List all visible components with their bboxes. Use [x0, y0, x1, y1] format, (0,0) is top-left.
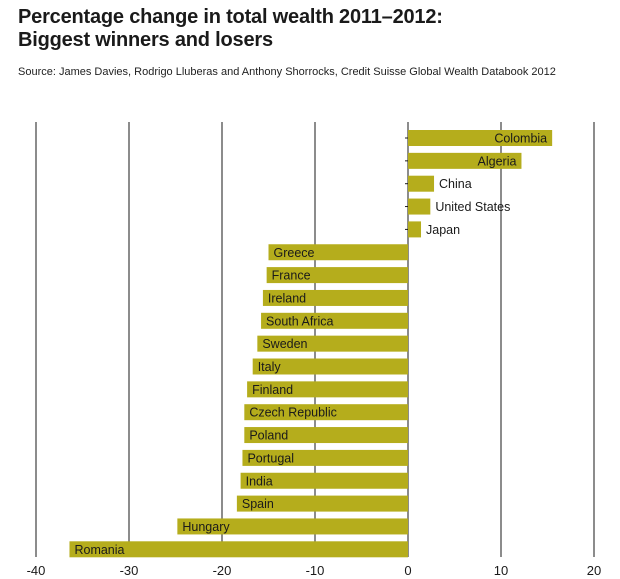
- bar: [266, 267, 408, 284]
- bar-label: Ireland: [268, 291, 306, 305]
- bar: [177, 518, 408, 535]
- chart-title-line-2: Biggest winners and losers: [18, 29, 273, 51]
- bar: [408, 152, 522, 169]
- bar: [408, 175, 435, 192]
- x-tick-label: 20: [587, 563, 601, 578]
- x-tick-label: -20: [213, 563, 232, 578]
- bars: [69, 130, 553, 558]
- bar-label: China: [439, 177, 472, 191]
- bar-label: Portugal: [247, 451, 294, 465]
- bar: [252, 358, 408, 375]
- bar: [240, 472, 408, 489]
- bar-label: South Africa: [266, 314, 333, 328]
- bar-label: Italy: [258, 360, 282, 374]
- bar-label: Colombia: [494, 132, 547, 146]
- bar: [244, 427, 408, 444]
- bar: [257, 335, 408, 352]
- x-axis-ticks: -40 -30 -20 -10 0 10 20: [27, 563, 602, 578]
- x-tick-label: 10: [494, 563, 508, 578]
- bar-label: Czech Republic: [249, 406, 337, 420]
- bar-label: France: [272, 269, 311, 283]
- bar: [236, 495, 408, 512]
- bar: [261, 312, 408, 329]
- bar-label: Finland: [252, 383, 293, 397]
- bar-label: Greece: [274, 246, 315, 260]
- chart-title-line-1: Percentage change in total wealth 2011–2…: [18, 6, 443, 28]
- bar-label: Romania: [74, 543, 124, 557]
- x-tick-label: -30: [120, 563, 139, 578]
- bar: [247, 381, 408, 398]
- bar: [244, 404, 408, 421]
- bar-label: Spain: [242, 497, 274, 511]
- bar: [268, 244, 408, 261]
- bar-label: India: [246, 474, 273, 488]
- x-tick-label: -40: [27, 563, 46, 578]
- chart-source-note: Source: James Davies, Rodrigo Lluberas a…: [18, 66, 556, 78]
- bar-labels: Colombia Algeria China United States Japan Gr…: [74, 132, 547, 557]
- x-tick-label: 0: [404, 563, 411, 578]
- bar-label: United States: [435, 200, 510, 214]
- bar-label: Japan: [426, 223, 460, 237]
- bar: [69, 541, 408, 558]
- bar: [262, 289, 408, 306]
- bar-label: Sweden: [262, 337, 307, 351]
- bar-label: Hungary: [182, 520, 230, 534]
- bar: [408, 221, 422, 238]
- x-tick-label: -10: [306, 563, 325, 578]
- chart-title: Percentage change in total wealth 2011–2…: [18, 6, 608, 52]
- bar: [408, 198, 431, 215]
- bar-label: Poland: [249, 429, 288, 443]
- bar: [408, 130, 553, 146]
- bar-label: Algeria: [478, 154, 517, 168]
- bar: [242, 449, 408, 466]
